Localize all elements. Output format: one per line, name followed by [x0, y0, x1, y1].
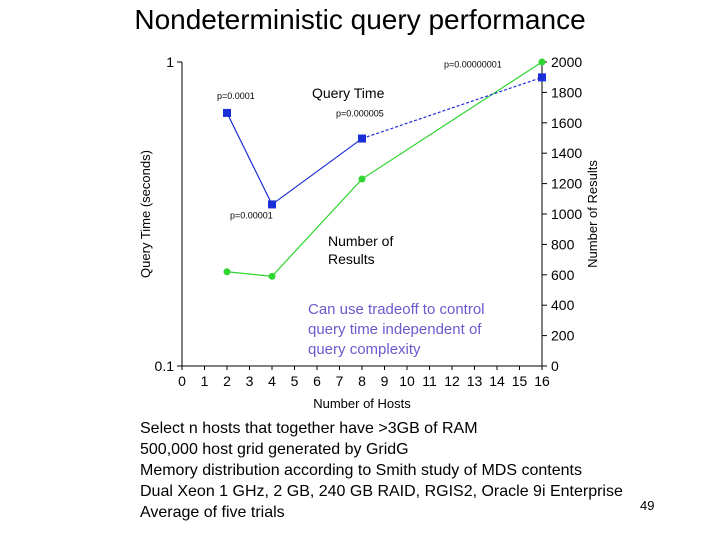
bullet-item: Average of five trials [140, 504, 285, 521]
x-tick-label: 14 [489, 373, 505, 389]
y-left-axis-title: Query Time (seconds) [138, 150, 153, 278]
y-right-tick-label: 1600 [551, 115, 582, 131]
bullet-item: Memory distribution according to Smith s… [140, 462, 582, 479]
y-right-tick-label: 1400 [551, 145, 582, 161]
y-left-tick-label: 1 [166, 54, 174, 70]
bullet-item: Select n hosts that together have >3GB o… [140, 420, 478, 437]
y-right-tick-label: 600 [551, 267, 575, 283]
data-point-query-time [358, 134, 366, 143]
x-tick-label: 11 [422, 373, 437, 389]
data-point-results [223, 268, 231, 276]
x-tick-label: 4 [268, 373, 276, 389]
series-line-results [226, 61, 543, 277]
series-label-results: Number of [328, 233, 393, 249]
y-right-tick-label: 800 [551, 236, 575, 252]
x-tick-label: 1 [201, 373, 209, 389]
bullet-list: Select n hosts that together have >3GB o… [140, 418, 623, 523]
point-label: p=0.00000001 [444, 59, 502, 69]
x-tick-label: 10 [399, 373, 415, 389]
y-right-axis-title: Number of Results [585, 160, 600, 268]
y-right-tick-label: 1800 [551, 84, 582, 100]
series-line-segment-query-time [271, 138, 363, 205]
x-axis-title: Number of Hosts [313, 396, 411, 411]
chart-annotation: query time independent of [308, 321, 482, 338]
y-right-tick-label: 1000 [551, 206, 582, 222]
bullet-item: Dual Xeon 1 GHz, 2 GB, 240 GB RAID, RGIS… [140, 483, 623, 500]
x-tick-label: 9 [381, 373, 389, 389]
bullet-item: 500,000 host grid generated by GridG [140, 441, 409, 458]
x-tick-label: 0 [178, 373, 186, 389]
x-tick-label: 12 [444, 373, 460, 389]
series-label-results: Results [328, 251, 375, 267]
point-label: p=0.0001 [217, 91, 255, 101]
page-number: 49 [640, 498, 655, 513]
series-line-segment-query-time [361, 76, 543, 140]
chart-annotation: Can use tradeoff to control [308, 301, 485, 318]
data-point-results [358, 175, 366, 183]
x-tick-label: 6 [313, 373, 321, 389]
data-point-results [268, 272, 276, 280]
x-tick-label: 13 [467, 373, 483, 389]
y-left-tick-label: 0.1 [155, 358, 175, 374]
x-tick-label: 7 [336, 373, 344, 389]
x-tick-label: 2 [223, 373, 231, 389]
data-point-query-time [268, 200, 276, 209]
x-tick-label: 5 [291, 373, 299, 389]
chart-annotation: query complexity [308, 341, 421, 358]
y-right-tick-label: 400 [551, 297, 575, 313]
data-point-results [538, 58, 546, 66]
x-tick-label: 15 [512, 373, 528, 389]
y-right-tick-label: 1200 [551, 176, 582, 192]
y-right-tick-label: 2000 [551, 54, 582, 70]
point-label: p=0.00001 [230, 210, 273, 220]
slide-title: Nondeterministic query performance [134, 4, 586, 35]
y-right-tick-label: 0 [551, 358, 559, 374]
x-tick-label: 8 [358, 373, 366, 389]
data-point-query-time [538, 73, 546, 82]
x-tick-label: 3 [246, 373, 254, 389]
series-label-query-time: Query Time [312, 85, 385, 101]
x-tick-label: 16 [534, 373, 550, 389]
point-label: p=0.000005 [336, 109, 384, 119]
series-line-segment-query-time [226, 112, 273, 205]
y-right-tick-label: 200 [551, 328, 575, 344]
data-point-query-time [223, 108, 231, 117]
